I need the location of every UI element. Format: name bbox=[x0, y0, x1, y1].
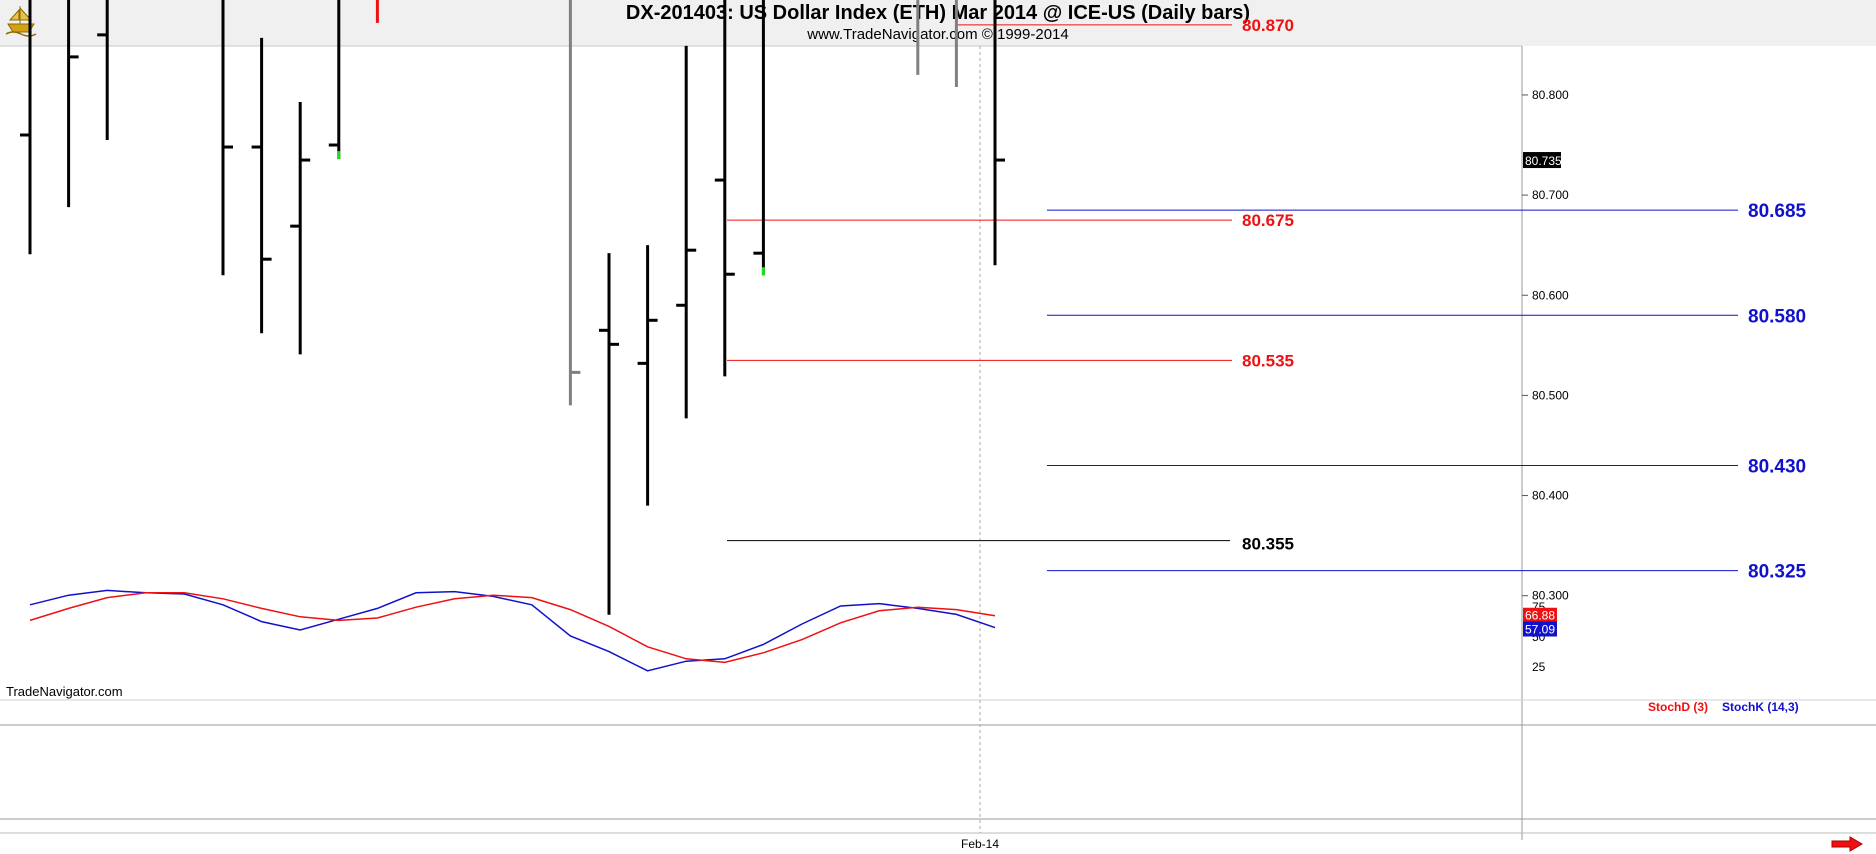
ohlc-bar bbox=[290, 101, 311, 355]
level-label: 80.685 bbox=[1748, 201, 1807, 222]
ohlc-bar bbox=[714, 0, 735, 377]
y-tick-label: 80.400 bbox=[1532, 489, 1569, 503]
stoch-d-value-box bbox=[1523, 607, 1557, 623]
chart-header bbox=[0, 0, 1876, 46]
stoch-k-value: 57.09 bbox=[1525, 622, 1555, 636]
y-tick-label: 80.900 bbox=[1532, 0, 1569, 2]
ohlc-bar bbox=[676, 45, 697, 419]
ohlc-bar bbox=[251, 37, 272, 334]
ohlc-bar bbox=[67, 0, 79, 208]
stoch-d-value: 66.88 bbox=[1525, 609, 1555, 623]
ohlc-bar bbox=[954, 0, 958, 87]
ohlc-bar bbox=[599, 253, 619, 615]
ohlc-bar bbox=[753, 0, 765, 276]
x-tick-label: Feb-14 bbox=[961, 837, 999, 851]
y-tick-label: 80.700 bbox=[1532, 188, 1569, 202]
level-label: 80.325 bbox=[1748, 562, 1807, 583]
stoch-k-value-box bbox=[1523, 621, 1557, 637]
y-tick-label: 80.500 bbox=[1532, 388, 1569, 402]
ohlc-bar bbox=[993, 0, 1005, 266]
level-label: 80.675 bbox=[1242, 211, 1294, 230]
scroll-right-arrow-icon[interactable] bbox=[1830, 836, 1864, 852]
last-price-label: 80.735 bbox=[1525, 154, 1562, 168]
stoch-d-line bbox=[29, 592, 996, 664]
ohlc-bar bbox=[916, 0, 920, 75]
level-label: 80.355 bbox=[1242, 535, 1294, 554]
stoch-d-legend: StochD (3) bbox=[1648, 700, 1708, 714]
ohlc-bar bbox=[97, 0, 109, 141]
y-tick-label: 80.300 bbox=[1532, 589, 1569, 603]
last-price-box bbox=[1523, 152, 1561, 169]
ohlc-bar bbox=[20, 0, 32, 255]
stoch-k-line bbox=[29, 589, 996, 672]
level-label: 80.535 bbox=[1242, 351, 1294, 370]
ohlc-bar bbox=[637, 245, 658, 506]
chart-subtitle: www.TradeNavigator.com © 1999-2014 bbox=[807, 26, 1069, 43]
watermark: TradeNavigator.com bbox=[6, 684, 123, 699]
ohlc-bar bbox=[568, 0, 581, 406]
y-tick-label: 80.800 bbox=[1532, 88, 1569, 102]
ohlc-bar bbox=[328, 0, 341, 160]
chart-title: DX-201403: US Dollar Index (ETH) Mar 201… bbox=[625, 2, 1251, 24]
ohlc-bar bbox=[221, 0, 233, 276]
level-label: 80.870 bbox=[1242, 16, 1294, 35]
ohlc-bar bbox=[375, 0, 379, 23]
stoch-y-tick-label: 25 bbox=[1532, 660, 1546, 674]
y-tick-label: 80.600 bbox=[1532, 288, 1569, 302]
level-label: 80.430 bbox=[1748, 457, 1806, 478]
level-label: 80.580 bbox=[1748, 306, 1806, 327]
stoch-k-legend: StochK (14,3) bbox=[1722, 700, 1799, 714]
